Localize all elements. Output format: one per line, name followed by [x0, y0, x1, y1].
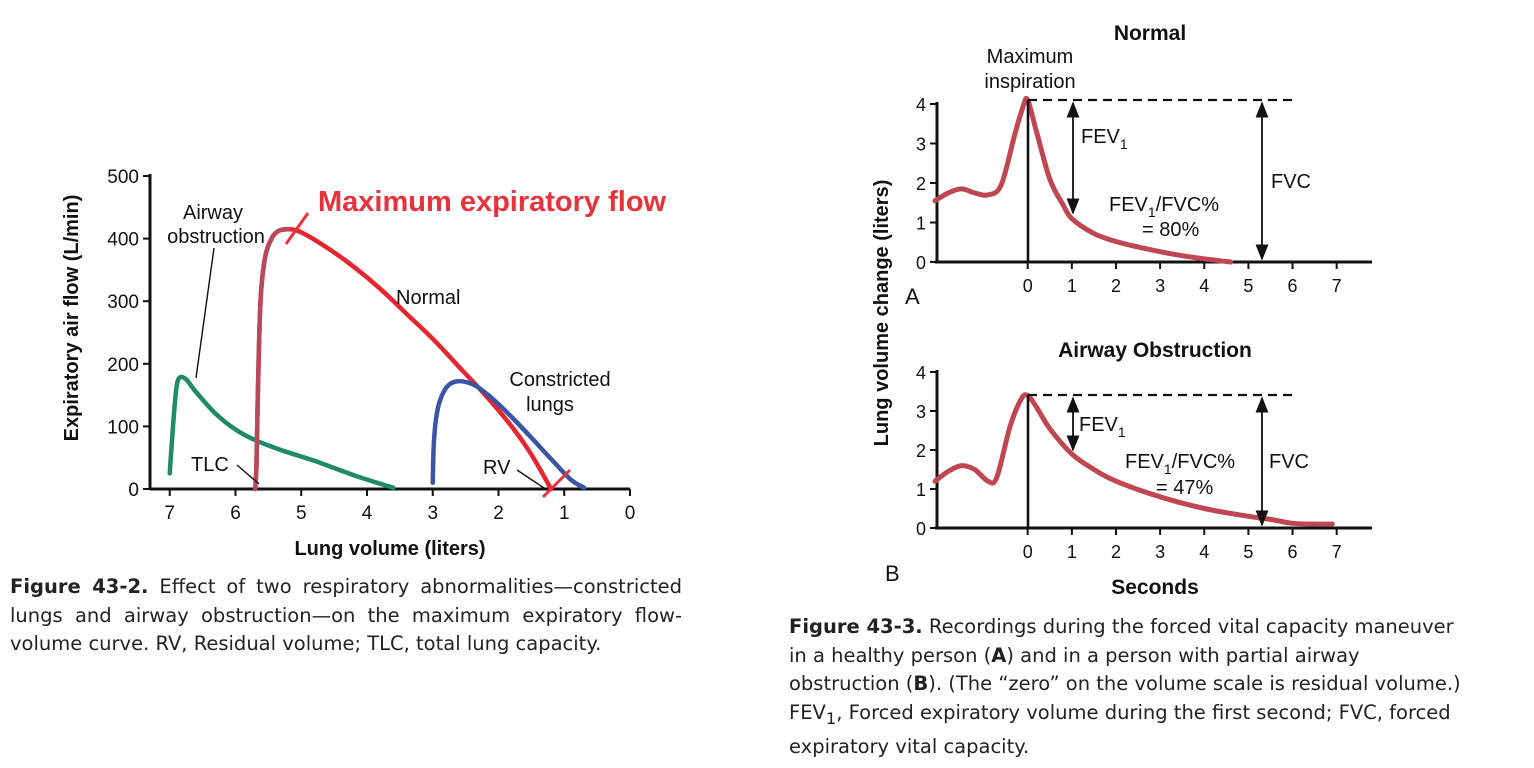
flow-volume-x-tick-label: 1	[559, 503, 570, 524]
rv-label: RV	[483, 457, 511, 479]
flow-volume-x-tick-label: 3	[427, 503, 438, 524]
flow-volume-x-tick-label: 6	[230, 503, 241, 524]
normal-spirogram-series	[932, 95, 1234, 265]
normal-fvc-label: FVC	[1271, 171, 1311, 193]
figure-43-3-caption-label: Figure 43-3.	[789, 615, 923, 638]
flow-volume-ylabel: Expiratory air flow (L/min)	[61, 195, 83, 442]
normal-fev1-label: FEV1	[1081, 126, 1128, 152]
flow-volume-x-tick-label: 4	[362, 503, 373, 524]
normal-spirogram-title: Normal	[1114, 22, 1186, 45]
normal-spirogram-y-tick-label: 0	[916, 253, 926, 273]
normal-spirogram-x-tick-label: 4	[1199, 276, 1209, 296]
obstruction-fev1-label: FEV1	[1079, 414, 1126, 440]
flow-volume-x-tick-label: 2	[493, 503, 504, 524]
obstruction-spirogram-x-tick-label: 1	[1067, 542, 1077, 562]
spirogram-ylabel: Lung volume change (liters)	[871, 180, 893, 447]
figure-43-3-caption-bold-a: A	[991, 643, 1007, 667]
normal-spirogram-x-tick-label: 5	[1243, 276, 1253, 296]
airway-label-line1: Airway	[183, 202, 243, 224]
flow-volume-y-tick-label: 0	[128, 480, 139, 501]
obstruction-ratio-value: = 47%	[1156, 477, 1213, 499]
obstruction-spirogram-axes	[935, 370, 1372, 530]
figure-43-3-caption-text-2: ) and in a person with partial airway ob…	[789, 643, 1360, 696]
figure-43-2-caption-label: Figure 43-2.	[10, 575, 149, 598]
tlc-label: TLC	[191, 454, 229, 476]
flow-volume-y-tick-label: 300	[107, 292, 139, 313]
tlc-leader-line	[236, 464, 260, 485]
figure-43-3-caption-text-4: , Forced expiratory volume during the fi…	[789, 700, 1451, 758]
panel-label-a: A	[905, 284, 920, 309]
obstruction-spirogram-x-tick-label: 3	[1155, 542, 1165, 562]
flow-volume-x-tick-label: 7	[164, 503, 175, 524]
obstruction-fvc-label: FVC	[1269, 451, 1309, 473]
obstruction-spirogram-x-tick-label: 0	[1023, 542, 1033, 562]
constricted-label-line2: lungs	[526, 394, 574, 416]
flow-volume-y-tick-label: 200	[107, 355, 139, 376]
normal-spirogram-ticks: 0 1 2 3 4 5 6 7 0 1 2 3 4	[916, 95, 1342, 296]
obstruction-spirogram-title: Airway Obstruction	[1058, 339, 1252, 362]
normal-spirogram-x-tick-label: 1	[1067, 276, 1077, 296]
normal-ratio-value: = 80%	[1142, 219, 1199, 241]
obstruction-spirogram: 0 1 2 3 4 5 6 7 0 1 2 3 4 Airway Obstruction B Secon…	[885, 339, 1372, 599]
max-flow-annotation: Maximum expiratory flow	[318, 186, 667, 218]
obstruction-spirogram-y-tick-label: 4	[916, 363, 926, 383]
normal-spirogram-x-tick-label: 6	[1288, 276, 1298, 296]
figure-43-3-caption: Figure 43-3. Recordings during the force…	[789, 613, 1461, 761]
flow-volume-line-constricted-lungs	[430, 378, 587, 490]
normal-spirogram-x-tick-label: 3	[1155, 276, 1165, 296]
obstruction-spirogram-x-tick-label: 7	[1332, 542, 1342, 562]
flow-volume-y-tick-label: 400	[107, 230, 139, 251]
max-insp-line1: Maximum	[987, 46, 1074, 68]
flow-volume-line-normal-rise	[252, 226, 291, 492]
obstruction-spirogram-x-tick-label: 2	[1111, 542, 1121, 562]
flow-volume-xlabel: Lung volume (liters)	[294, 538, 485, 560]
flow-volume-y-tick-label: 100	[107, 417, 139, 438]
obstruction-spirogram-x-tick-label: 5	[1243, 542, 1253, 562]
figure-43-2-caption-text: Effect of two respiratory abnormalities—…	[10, 575, 682, 655]
airway-leader-line	[195, 247, 215, 379]
flow-volume-y-tick-label: 500	[107, 167, 139, 188]
flow-volume-line-normal	[252, 226, 554, 492]
normal-spirogram: 0 1 2 3 4 5 6 7 0 1 2 3 4 Normal A Maximum inspirati…	[905, 22, 1372, 309]
figure-43-3-caption-sub: 1	[825, 708, 837, 728]
obstruction-spirogram-ticks: 0 1 2 3 4 5 6 7 0 1 2 3 4	[916, 363, 1342, 562]
obstruction-spirogram-y-tick-label: 2	[916, 441, 926, 461]
obstruction-spirogram-y-tick-label: 0	[916, 519, 926, 539]
figure-43-2-caption: Figure 43-2. Effect of two respiratory a…	[10, 573, 682, 659]
normal-spirogram-y-tick-label: 1	[916, 214, 926, 234]
figure-43-3-caption-text-3: ). (The “zero” on the volume scale is re…	[789, 672, 1461, 724]
flow-volume-line-airway-obstruction	[167, 374, 396, 490]
flow-volume-series	[167, 226, 587, 492]
obstruction-spirogram-y-tick-label: 3	[916, 402, 926, 422]
normal-label: Normal	[396, 287, 460, 309]
normal-spirogram-x-tick-label: 0	[1023, 276, 1033, 296]
rv-marker	[541, 468, 572, 499]
obstruction-ratio-label: FEV1/FVC%	[1125, 451, 1235, 477]
max-flow-marker	[284, 212, 310, 245]
normal-spirogram-y-tick-label: 2	[916, 174, 926, 194]
normal-spirogram-y-tick-label: 3	[916, 135, 926, 155]
normal-ratio-label: FEV1/FVC%	[1109, 194, 1219, 220]
constricted-label-line1: Constricted	[509, 369, 610, 391]
obstruction-spirogram-y-tick-label: 1	[916, 480, 926, 500]
normal-spirogram-line-series-0	[932, 95, 1234, 265]
obstruction-spirogram-x-tick-label: 4	[1199, 542, 1209, 562]
figure-43-3-caption-text-1: Recordings during the forced vital capac…	[789, 615, 1454, 667]
airway-label-line2: obstruction	[167, 226, 265, 248]
flow-volume-x-tick-label: 0	[625, 503, 636, 524]
normal-spirogram-x-tick-label: 7	[1332, 276, 1342, 296]
normal-spirogram-x-tick-label: 2	[1111, 276, 1121, 296]
obstruction-spirogram-x-tick-label: 6	[1288, 542, 1298, 562]
panel-label-b: B	[885, 561, 900, 586]
normal-spirogram-y-tick-label: 4	[916, 95, 926, 115]
flow-volume-x-tick-label: 5	[296, 503, 307, 524]
figure-43-3-caption-bold-b: B	[913, 672, 929, 695]
obstruction-spirogram-xlabel: Seconds	[1111, 576, 1199, 599]
rv-leader-line	[516, 469, 545, 489]
max-insp-line2: inspiration	[984, 71, 1075, 93]
